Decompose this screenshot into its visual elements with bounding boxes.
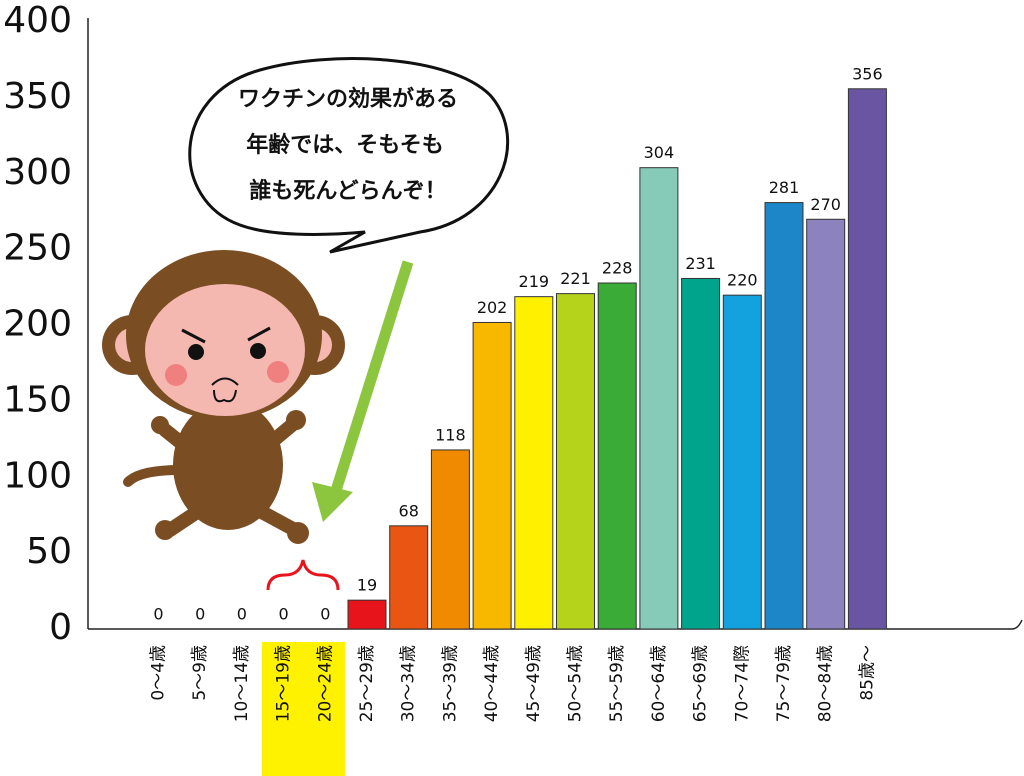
value-label: 68 [399,501,419,520]
value-label: 228 [602,259,633,278]
x-tick-label: 70～74際 [732,645,752,722]
value-label: 304 [644,143,675,162]
y-tick-label: 400 [3,0,72,41]
speech-bubble [188,57,510,254]
bar [597,282,637,630]
x-tick-label: 85歳～ [857,645,877,701]
x-axis [88,619,1023,630]
value-label: 19 [357,576,377,595]
x-tick-label: 65～69歳 [691,645,711,722]
bar [681,277,721,630]
value-label: 0 [320,605,330,624]
value-label: 0 [237,605,247,624]
x-tick-label: 30～34歳 [399,645,419,722]
value-label: 356 [852,64,883,83]
y-tick-label: 50 [26,531,72,572]
y-tick-label: 350 [3,76,72,117]
monkey [102,250,345,544]
x-tick-label: 5～9歳 [190,645,210,701]
y-tick-label: 0 [49,607,72,648]
bubble-text: 誰も死んどらんぞ！ [249,178,446,204]
bubble-text: 年齢では、そもそも [246,132,444,158]
value-label: 281 [769,178,800,197]
y-tick-label: 150 [3,379,72,420]
value-label: 0 [153,605,163,624]
x-tick-label: 60～64歳 [649,645,669,722]
x-tick-label: 25～29歳 [357,645,377,722]
bar [722,294,762,630]
x-tick-label: 40～44歳 [482,645,502,722]
bar [389,525,429,630]
bar [347,599,387,630]
x-tick-label: 45～49歳 [524,645,544,722]
brace [266,559,340,591]
value-label: 0 [195,605,205,624]
x-tick-label: 15～19歳 [274,645,294,722]
x-tick-label: 80～84歳 [816,645,836,722]
value-label: 118 [435,425,466,444]
value-label: 202 [477,298,508,317]
x-tick-label: 20～24歳 [315,645,335,722]
x-tick-label: 50～54歳 [566,645,586,722]
y-tick-label: 300 [3,152,72,193]
bar [514,296,554,630]
value-label: 0 [279,605,289,624]
value-label: 270 [810,195,841,214]
x-tick-label: 10～14歳 [232,645,252,722]
highlight [262,642,345,776]
y-tick-label: 250 [3,228,72,269]
x-tick-label: 55～59歳 [607,645,627,722]
bar [806,218,846,630]
bar [430,449,470,630]
bar [764,202,804,630]
bar [556,293,595,630]
y-tick-label: 200 [3,304,72,345]
x-tick-label: 75～79歳 [774,645,794,722]
value-label: 231 [685,254,716,273]
bubble-text: ワクチンの効果がある [238,86,458,112]
x-tick-label: 35～39歳 [440,645,460,722]
value-label: 220 [727,271,758,290]
bar [472,321,512,630]
x-tick-label: 0～4歳 [149,645,169,701]
bar [847,88,887,630]
value-label: 219 [519,272,550,291]
arrow [312,260,414,522]
value-label: 221 [560,269,591,288]
y-tick-label: 100 [3,455,72,496]
bar [639,167,679,630]
